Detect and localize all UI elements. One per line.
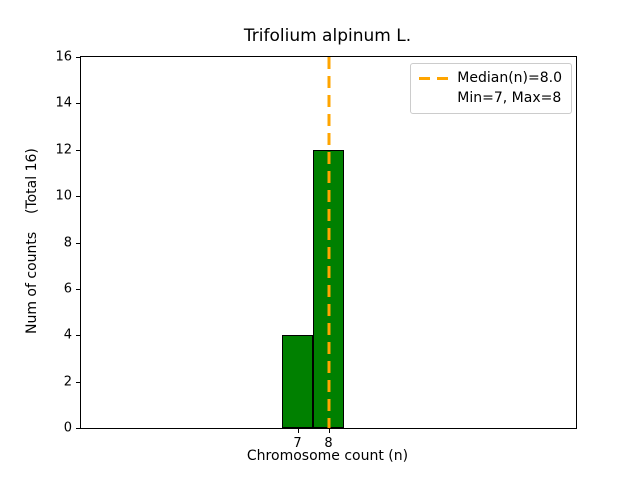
x-axis-label: Chromosome count (n) xyxy=(246,448,409,464)
y-tick-mark-2 xyxy=(76,381,81,383)
y-tick-label-0: 0 xyxy=(63,420,72,436)
y-tick-mark-10 xyxy=(76,196,81,198)
y-tick-label-8: 8 xyxy=(63,235,72,250)
y-tick-mark-4 xyxy=(76,335,81,337)
x-tick-mark-7 xyxy=(297,428,299,433)
x-tick-label-8: 8 xyxy=(324,436,333,451)
y-tick-mark-0 xyxy=(76,428,81,429)
y-axis-label: Num of counts (Total 16) xyxy=(24,148,40,335)
y-tick-mark-8 xyxy=(76,242,81,244)
x-tick-mark-8 xyxy=(328,428,330,433)
chart-title: Trifolium alpinum L. xyxy=(243,26,412,46)
x-tick-label-7: 7 xyxy=(293,436,302,451)
y-tick-mark-12 xyxy=(76,149,81,151)
plot-area: Median(n)=8.0 Min=7, Max=8 0 2 4 6 8 10 12 14 16… xyxy=(55,50,577,451)
y-tick-mark-16 xyxy=(76,57,81,58)
y-tick-mark-6 xyxy=(76,288,81,290)
y-tick-label-4: 4 xyxy=(63,327,72,343)
y-tick-label-6: 6 xyxy=(63,281,72,297)
y-tick-label-12: 12 xyxy=(55,142,72,158)
y-tick-label-16: 16 xyxy=(55,49,72,65)
y-tick-mark-14 xyxy=(76,103,81,105)
y-tick-label-14: 14 xyxy=(55,95,72,111)
y-tick-label-10: 10 xyxy=(55,188,72,204)
median-dashed-line-swatch xyxy=(419,77,449,80)
legend: Median(n)=8.0 Min=7, Max=8 xyxy=(410,63,572,114)
y-tick-label-2: 2 xyxy=(63,374,72,390)
bar-n7 xyxy=(282,335,314,428)
legend-entry-minmax: Min=7, Max=8 xyxy=(457,90,562,106)
median-line xyxy=(327,57,330,428)
legend-entry-median: Median(n)=8.0 xyxy=(457,70,562,86)
